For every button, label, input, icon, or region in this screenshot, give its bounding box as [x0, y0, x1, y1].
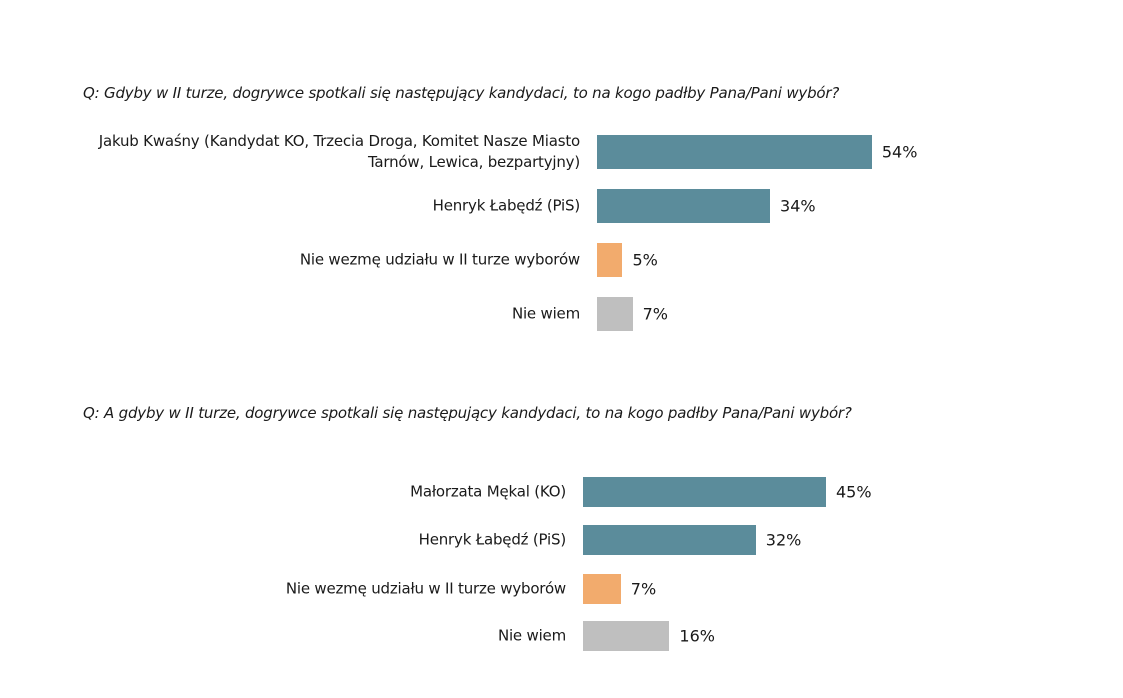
- chart-1-question: Q: Gdyby w II turze, dogrywce spotkali s…: [83, 84, 840, 102]
- data-label: 34%: [780, 196, 816, 216]
- bar: [597, 297, 633, 331]
- category-label: Nie wiem: [511, 304, 580, 323]
- data-label: 7%: [642, 304, 669, 324]
- data-label: 54%: [881, 142, 918, 162]
- bar: [597, 189, 771, 223]
- data-label: 7%: [630, 579, 657, 599]
- bar: [583, 621, 670, 651]
- bar: [597, 243, 623, 277]
- bar: [583, 574, 621, 604]
- data-label: 5%: [632, 250, 658, 270]
- category-label: Nie wezmę udziału w II turze wyborów: [299, 250, 580, 269]
- data-label: 32%: [765, 530, 802, 550]
- category-label: Henryk Łabędź (PiS): [418, 530, 567, 549]
- bar: [597, 135, 872, 169]
- data-label: 16%: [679, 626, 715, 646]
- bar: [583, 525, 756, 555]
- data-label: 45%: [836, 482, 872, 502]
- category-label: Nie wiem: [497, 626, 566, 645]
- chart-2-question: Q: A gdyby w II turze, dogrywce spotkali…: [83, 404, 852, 422]
- category-label: Nie wezmę udziału w II turze wyborów: [285, 579, 566, 598]
- bar: [583, 477, 826, 507]
- category-label: Jakub Kwaśny (Kandydat KO, Trzecia Droga…: [98, 132, 580, 171]
- category-label: Małorzata Mękal (KO): [410, 482, 566, 501]
- category-label: Henryk Łabędź (PiS): [432, 196, 581, 215]
